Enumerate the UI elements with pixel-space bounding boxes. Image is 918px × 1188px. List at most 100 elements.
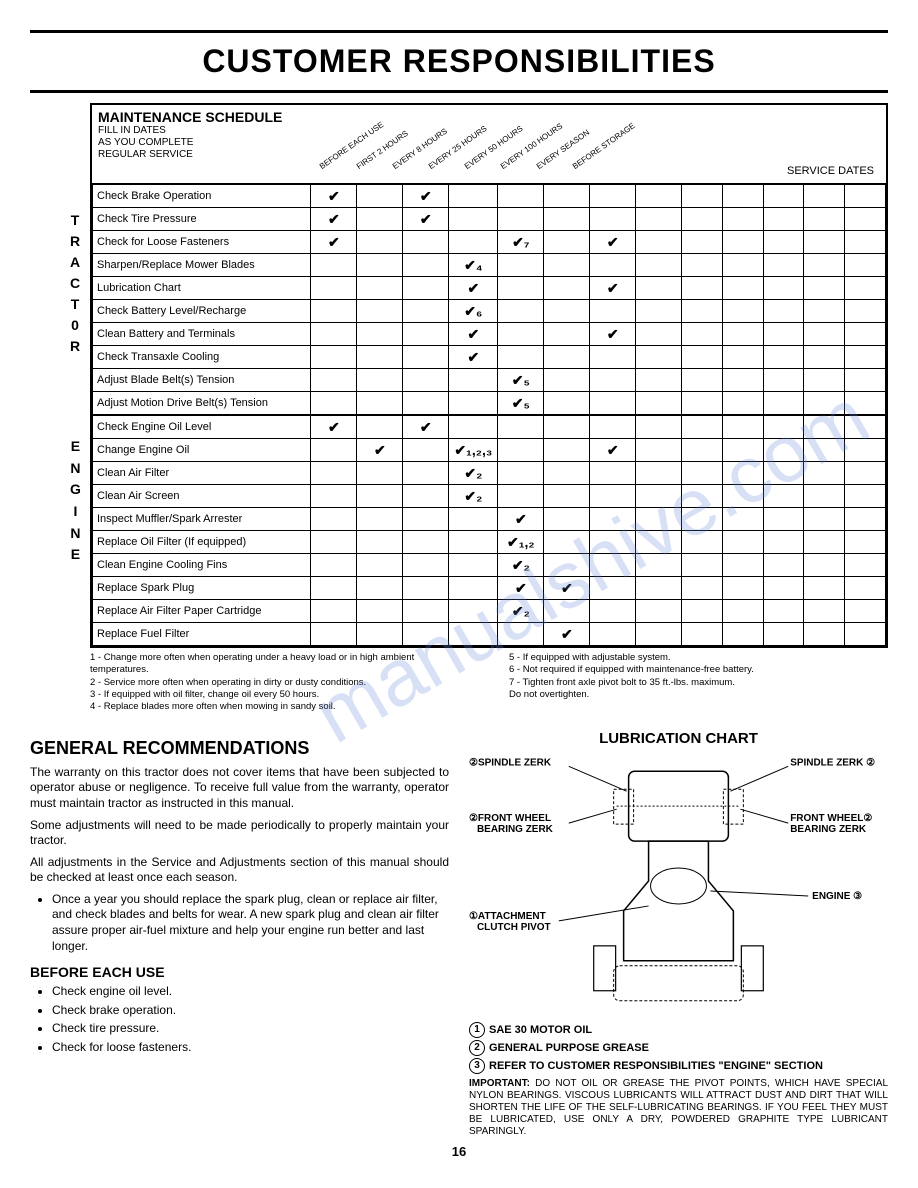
interval-cell: [636, 277, 682, 300]
interval-cell: [311, 600, 357, 623]
interval-cell: [590, 531, 636, 554]
table-row: Adjust Motion Drive Belt(s) Tension✔₅: [93, 392, 886, 416]
footnote: 7 - Tighten front axle pivot bolt to 35 …: [509, 677, 888, 689]
task-name: Check Engine Oil Level: [93, 415, 311, 439]
interval-cell: [311, 508, 357, 531]
task-name: Adjust Blade Belt(s) Tension: [93, 369, 311, 392]
interval-cell: [403, 577, 449, 600]
service-date-cell: [845, 462, 886, 485]
service-date-cell: [763, 277, 804, 300]
table-row: Check Brake Operation✔✔: [93, 185, 886, 208]
interval-cell: ✔: [311, 185, 357, 208]
service-date-cell: [722, 623, 763, 646]
interval-cell: [449, 415, 498, 439]
list-item: Check engine oil level.: [52, 984, 449, 1000]
service-date-cell: [845, 277, 886, 300]
table-row: Adjust Blade Belt(s) Tension✔₅: [93, 369, 886, 392]
task-name: Check Brake Operation: [93, 185, 311, 208]
service-date-cell: [804, 554, 845, 577]
interval-cell: [449, 185, 498, 208]
interval-cell: ✔: [544, 623, 590, 646]
interval-cell: [544, 554, 590, 577]
col-before-use: BEFORE EACH USE: [318, 120, 385, 171]
tractor-label: T R A C T 0 R: [70, 210, 80, 357]
interval-cell: ✔: [403, 208, 449, 231]
interval-cell: ✔: [544, 577, 590, 600]
service-date-cell: [763, 508, 804, 531]
service-date-cell: [804, 531, 845, 554]
interval-cell: [636, 531, 682, 554]
service-date-cell: [722, 323, 763, 346]
interval-cell: [403, 392, 449, 416]
service-date-cell: [845, 508, 886, 531]
table-row: Replace Oil Filter (If equipped) ✔₁,₂: [93, 531, 886, 554]
footnote: 5 - If equipped with adjustable system.: [509, 652, 888, 664]
interval-cell: [636, 392, 682, 416]
service-date-cell: [682, 254, 723, 277]
interval-cell: [544, 392, 590, 416]
interval-cell: [636, 415, 682, 439]
interval-cell: [636, 185, 682, 208]
lubrication-title: LUBRICATION CHART: [469, 730, 888, 747]
interval-cell: [357, 508, 403, 531]
task-name: Adjust Motion Drive Belt(s) Tension: [93, 392, 311, 416]
service-date-cell: [763, 462, 804, 485]
interval-cell: [590, 415, 636, 439]
interval-cell: [590, 623, 636, 646]
interval-cell: [311, 462, 357, 485]
service-dates-label: SERVICE DATES: [787, 165, 874, 177]
service-date-cell: [722, 185, 763, 208]
interval-cell: [636, 208, 682, 231]
schedule-header: MAINTENANCE SCHEDULE FILL IN DATES AS YO…: [92, 105, 886, 184]
list-item: Check brake operation.: [52, 1003, 449, 1019]
service-date-cell: [763, 439, 804, 462]
service-date-cell: [804, 577, 845, 600]
col-every-100: EVERY 100 HOURS: [499, 121, 564, 171]
interval-cell: [544, 208, 590, 231]
interval-cell: [311, 531, 357, 554]
interval-cell: ✔₁,₂: [498, 531, 544, 554]
service-date-cell: [682, 600, 723, 623]
interval-cell: [498, 623, 544, 646]
service-date-cell: [763, 600, 804, 623]
general-p2: Some adjustments will need to be made pe…: [30, 818, 449, 849]
interval-cell: [311, 323, 357, 346]
interval-cell: [544, 277, 590, 300]
service-date-cell: [682, 462, 723, 485]
task-name: Replace Oil Filter (If equipped): [93, 531, 311, 554]
important-note: IMPORTANT: DO NOT OIL OR GREASE THE PIVO…: [469, 1078, 888, 1138]
service-date-cell: [722, 485, 763, 508]
interval-cell: [636, 231, 682, 254]
interval-cell: [544, 600, 590, 623]
service-date-cell: [845, 208, 886, 231]
service-date-cell: [682, 369, 723, 392]
interval-cell: [311, 485, 357, 508]
service-date-cell: [763, 254, 804, 277]
service-date-cell: [804, 462, 845, 485]
schedule-subtitle: FILL IN DATES AS YOU COMPLETE REGULAR SE…: [98, 125, 318, 161]
service-date-cell: [722, 277, 763, 300]
interval-cell: [357, 577, 403, 600]
svg-text:BEARING ZERK: BEARING ZERK: [790, 824, 867, 835]
interval-cell: ✔: [311, 208, 357, 231]
interval-cell: ✔₆: [449, 300, 498, 323]
interval-cell: [636, 508, 682, 531]
interval-headers: BEFORE EACH USE FIRST 2 HOURS EVERY 8 HO…: [318, 109, 880, 179]
service-date-cell: [763, 392, 804, 416]
service-date-cell: [845, 531, 886, 554]
interval-cell: [449, 623, 498, 646]
interval-cell: [449, 231, 498, 254]
service-date-cell: [804, 185, 845, 208]
service-date-cell: [682, 531, 723, 554]
service-date-cell: [804, 346, 845, 369]
interval-cell: [311, 277, 357, 300]
interval-cell: ✔: [449, 277, 498, 300]
interval-cell: [636, 439, 682, 462]
service-date-cell: [804, 600, 845, 623]
interval-cell: [544, 439, 590, 462]
task-name: Check Battery Level/Recharge: [93, 300, 311, 323]
service-date-cell: [763, 531, 804, 554]
table-row: Clean Engine Cooling Fins✔₂: [93, 554, 886, 577]
interval-cell: [357, 231, 403, 254]
service-date-cell: [845, 185, 886, 208]
